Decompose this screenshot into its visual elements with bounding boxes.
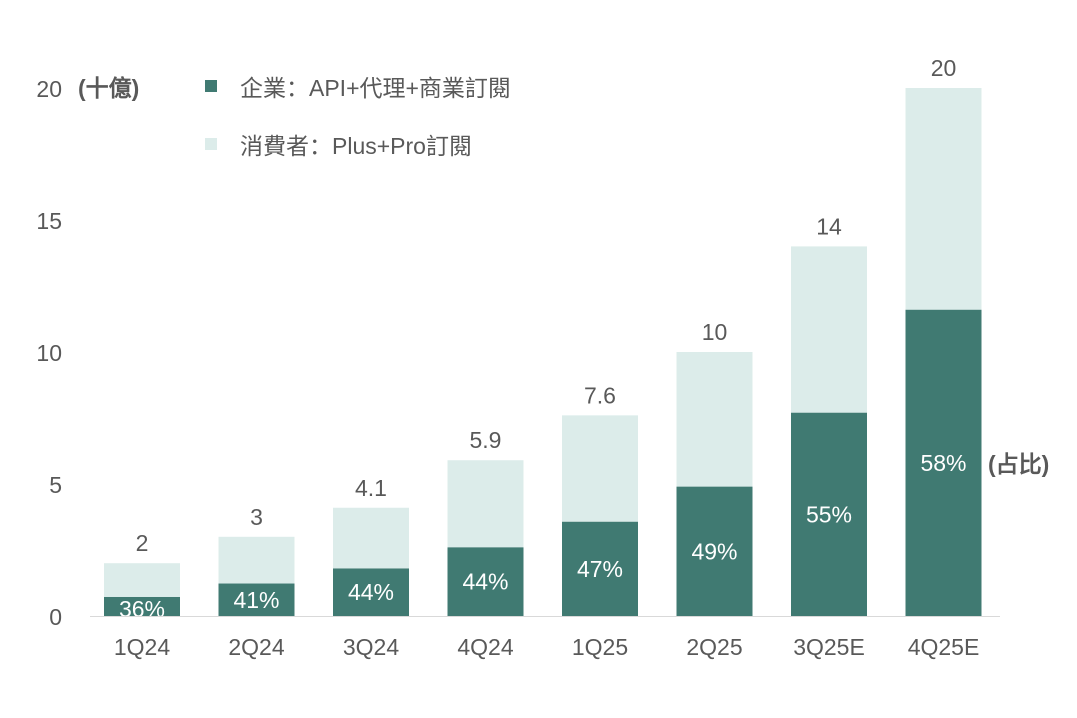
share-pct-label: 36% [119, 596, 165, 622]
total-label: 14 [816, 213, 842, 239]
bar-consumer [905, 88, 982, 310]
bar-consumer [104, 563, 180, 597]
bar-consumer [562, 415, 638, 522]
total-label: 3 [250, 504, 263, 530]
share-pct-label: 44% [348, 579, 394, 605]
bar-enterprise [333, 568, 409, 616]
y-tick-label: 20 [36, 76, 62, 102]
x-tick-label: 4Q24 [457, 634, 513, 660]
share-pct-label: 58% [920, 450, 966, 476]
x-tick-label: 3Q25E [793, 634, 865, 660]
total-label: 5.9 [470, 427, 502, 453]
legend-label-enterprise: 企業：API+代理+商業訂閱 [240, 75, 511, 101]
legend-swatch-consumer [205, 138, 217, 150]
x-tick-label: 1Q25 [572, 634, 628, 660]
y-tick-label: 0 [49, 604, 62, 630]
x-tick-label: 2Q25 [686, 634, 742, 660]
share-pct-label: 47% [577, 556, 623, 582]
legend-swatch-enterprise [205, 80, 217, 92]
bar-enterprise [905, 309, 982, 616]
bar-enterprise [104, 596, 180, 616]
x-tick-label: 3Q24 [343, 634, 399, 660]
bar-enterprise [447, 547, 524, 616]
unit-label: (十億) [78, 75, 139, 101]
x-tick-label: 4Q25E [908, 634, 980, 660]
x-tick-label: 1Q24 [114, 634, 170, 660]
y-tick-label: 15 [36, 208, 62, 234]
total-label: 2 [136, 530, 149, 556]
share-pct-label: 49% [691, 538, 737, 564]
share-pct-label: 44% [462, 569, 508, 595]
bar-consumer [218, 536, 295, 584]
bars: 2 36% 3 41% 4.1 44% 5.9 44% 7.6 47% 10 49% 14 55% 20 58… [104, 55, 982, 622]
bar-enterprise [562, 521, 638, 616]
legend-label-consumer: 消費者：Plus+Pro訂閱 [240, 133, 472, 159]
x-tick-label: 2Q24 [228, 634, 284, 660]
share-pct-label: 55% [806, 501, 852, 527]
bar-consumer [791, 246, 867, 413]
total-label: 4.1 [355, 475, 387, 501]
share-pct-label: 41% [233, 587, 279, 613]
bar-consumer [447, 460, 524, 548]
bar-enterprise [791, 412, 867, 616]
y-tick-label: 10 [36, 340, 62, 366]
bar-consumer [676, 352, 753, 487]
bar-consumer [333, 507, 409, 569]
legend: 企業：API+代理+商業訂閱 消費者：Plus+Pro訂閱 [205, 75, 511, 159]
total-label: 20 [931, 55, 957, 81]
bar-enterprise [676, 486, 753, 616]
bar-enterprise [218, 583, 295, 616]
y-tick-label: 5 [49, 472, 62, 498]
y-axis: 0 5 10 15 20 [36, 76, 62, 630]
share-label: (占比) [988, 451, 1049, 477]
total-label: 10 [702, 319, 728, 345]
x-axis: 1Q24 2Q24 3Q24 4Q24 1Q25 2Q25 3Q25E 4Q25E [114, 634, 979, 660]
total-label: 7.6 [584, 382, 616, 408]
